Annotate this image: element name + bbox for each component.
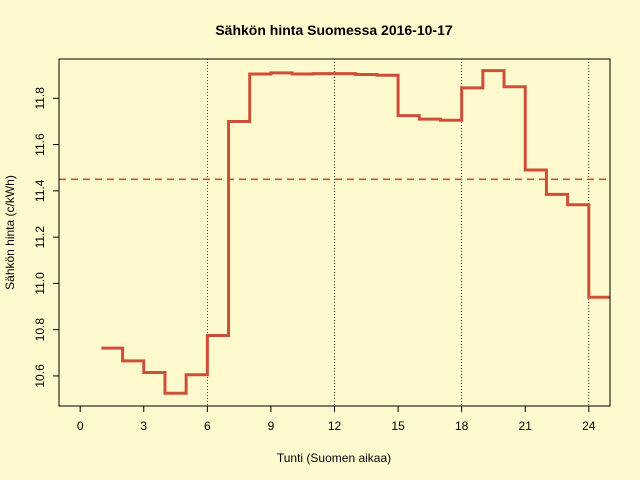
x-tick-label: 9: [268, 419, 275, 433]
y-tick-label: 11.4: [33, 179, 47, 202]
x-tick-label: 12: [328, 419, 342, 433]
y-tick-label: 10.6: [33, 364, 47, 388]
price-step-line: [101, 69, 610, 395]
x-tick-label: 6: [204, 419, 211, 433]
x-tick-label: 15: [391, 419, 405, 433]
x-tick-label: 3: [140, 419, 147, 433]
x-tick-label: 0: [77, 419, 84, 433]
y-tick-label: 10.8: [33, 318, 47, 342]
y-tick-label: 11.6: [33, 133, 47, 156]
plot-frame: [58, 58, 611, 407]
y-tick-label: 11.0: [33, 272, 47, 295]
x-axis-label: Tunti (Suomen aikaa): [277, 451, 391, 465]
plot-marks: 0 3 6 9 12 15 18 21 24 10.6 10.8 11.0 11.2 11.4 11.6 11…: [33, 59, 610, 433]
y-tick-label: 11.8: [33, 87, 47, 110]
y-axis-label: Sähkön hinta (c/kWh): [3, 175, 17, 290]
chart-title: Sähkön hinta Suomessa 2016-10-17: [215, 22, 453, 38]
x-tick-label: 21: [519, 419, 533, 433]
x-tick-label: 18: [455, 419, 469, 433]
y-tick-label: 11.2: [33, 226, 47, 249]
x-tick-label: 24: [582, 419, 596, 433]
